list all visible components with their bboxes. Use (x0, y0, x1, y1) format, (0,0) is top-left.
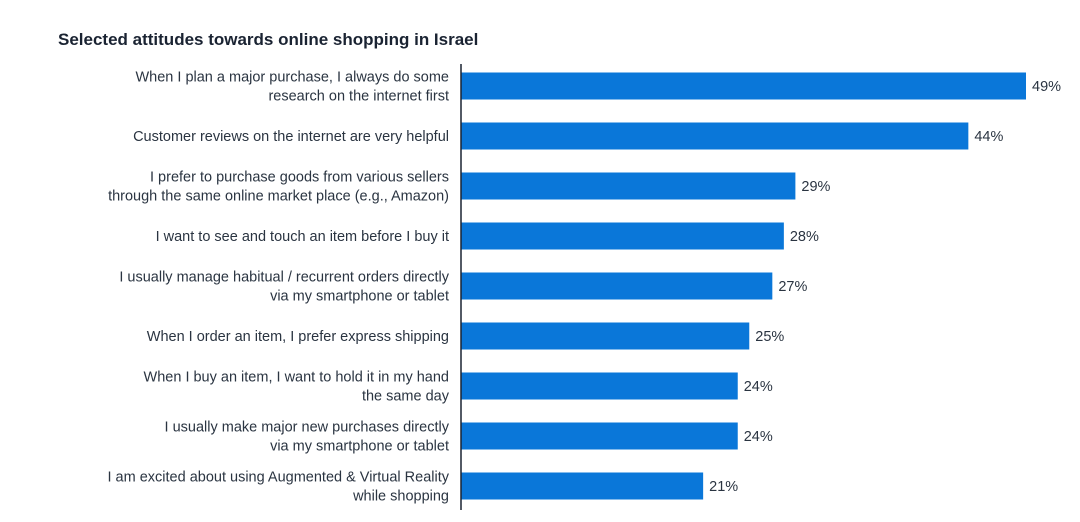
value-label-5: 27% (778, 279, 807, 295)
value-label-1: 49% (1032, 79, 1061, 95)
category-label-1: When I plan a major purchase, I always d… (135, 70, 449, 105)
category-label-9: I am excited about using Augmented & Vir… (108, 470, 450, 505)
category-label-6: When I order an item, I prefer express s… (147, 329, 449, 345)
category-label-5: I usually manage habitual / recurrent or… (119, 270, 449, 305)
value-label-3: 29% (801, 179, 830, 195)
bar-8 (461, 422, 738, 450)
category-label-2: Customer reviews on the internet are ver… (133, 129, 449, 145)
category-label-8: I usually make major new purchases direc… (165, 420, 450, 455)
bar-6 (461, 322, 750, 350)
value-label-2: 44% (974, 129, 1003, 145)
value-label-4: 28% (790, 229, 819, 245)
bar-1 (461, 72, 1026, 100)
value-label-7: 24% (744, 379, 773, 395)
value-label-9: 21% (709, 479, 738, 495)
bar-7 (461, 372, 738, 400)
category-label-3: I prefer to purchase goods from various … (108, 170, 449, 205)
chart-title: Selected attitudes towards online shoppi… (58, 30, 479, 49)
bar-3 (461, 172, 796, 200)
category-label-4: I want to see and touch an item before I… (156, 229, 449, 245)
bar-9 (461, 472, 704, 500)
category-label-7: When I buy an item, I want to hold it in… (144, 370, 450, 405)
value-label-8: 24% (744, 429, 773, 445)
bar-4 (461, 222, 784, 250)
value-label-6: 25% (755, 329, 784, 345)
bar-2 (461, 122, 969, 150)
bar-5 (461, 272, 773, 300)
